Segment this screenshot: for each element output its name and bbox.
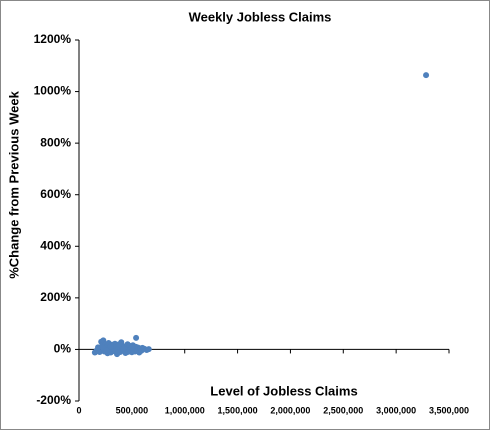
y-tick-label: 200% — [40, 290, 71, 304]
y-tick-label: -200% — [36, 393, 71, 407]
y-tick-label: 800% — [40, 135, 71, 149]
point — [145, 346, 152, 353]
point — [120, 345, 127, 352]
y-tick-label: 1200% — [34, 32, 72, 46]
point — [423, 72, 430, 79]
y-tick-label: 0% — [54, 342, 72, 356]
point — [128, 344, 135, 351]
point — [111, 348, 118, 355]
y-tick-label: 600% — [40, 187, 71, 201]
x-tick-label: 2,000,000 — [270, 405, 310, 415]
point — [133, 334, 140, 341]
point — [107, 343, 114, 350]
x-tick-label: 0 — [76, 405, 81, 415]
x-tick-label: 500,000 — [116, 405, 149, 415]
x-tick-label: 1,500,000 — [218, 405, 258, 415]
point — [96, 349, 103, 356]
x-tick-label: 3,000,000 — [376, 405, 416, 415]
point — [124, 349, 131, 356]
chart-title: Weekly Jobless Claims — [189, 9, 332, 24]
x-axis-title: Level of Jobless Claims — [210, 383, 357, 398]
y-tick-label: 1000% — [34, 84, 72, 98]
y-axis-title: %Change from Previous Week — [6, 90, 21, 278]
point — [103, 347, 110, 354]
y-tick-label: 400% — [40, 238, 71, 252]
point — [116, 341, 123, 348]
x-tick-label: 2,500,000 — [323, 405, 363, 415]
x-tick-label: 1,000,000 — [165, 405, 205, 415]
x-tick-label: 3,500,000 — [429, 405, 469, 415]
